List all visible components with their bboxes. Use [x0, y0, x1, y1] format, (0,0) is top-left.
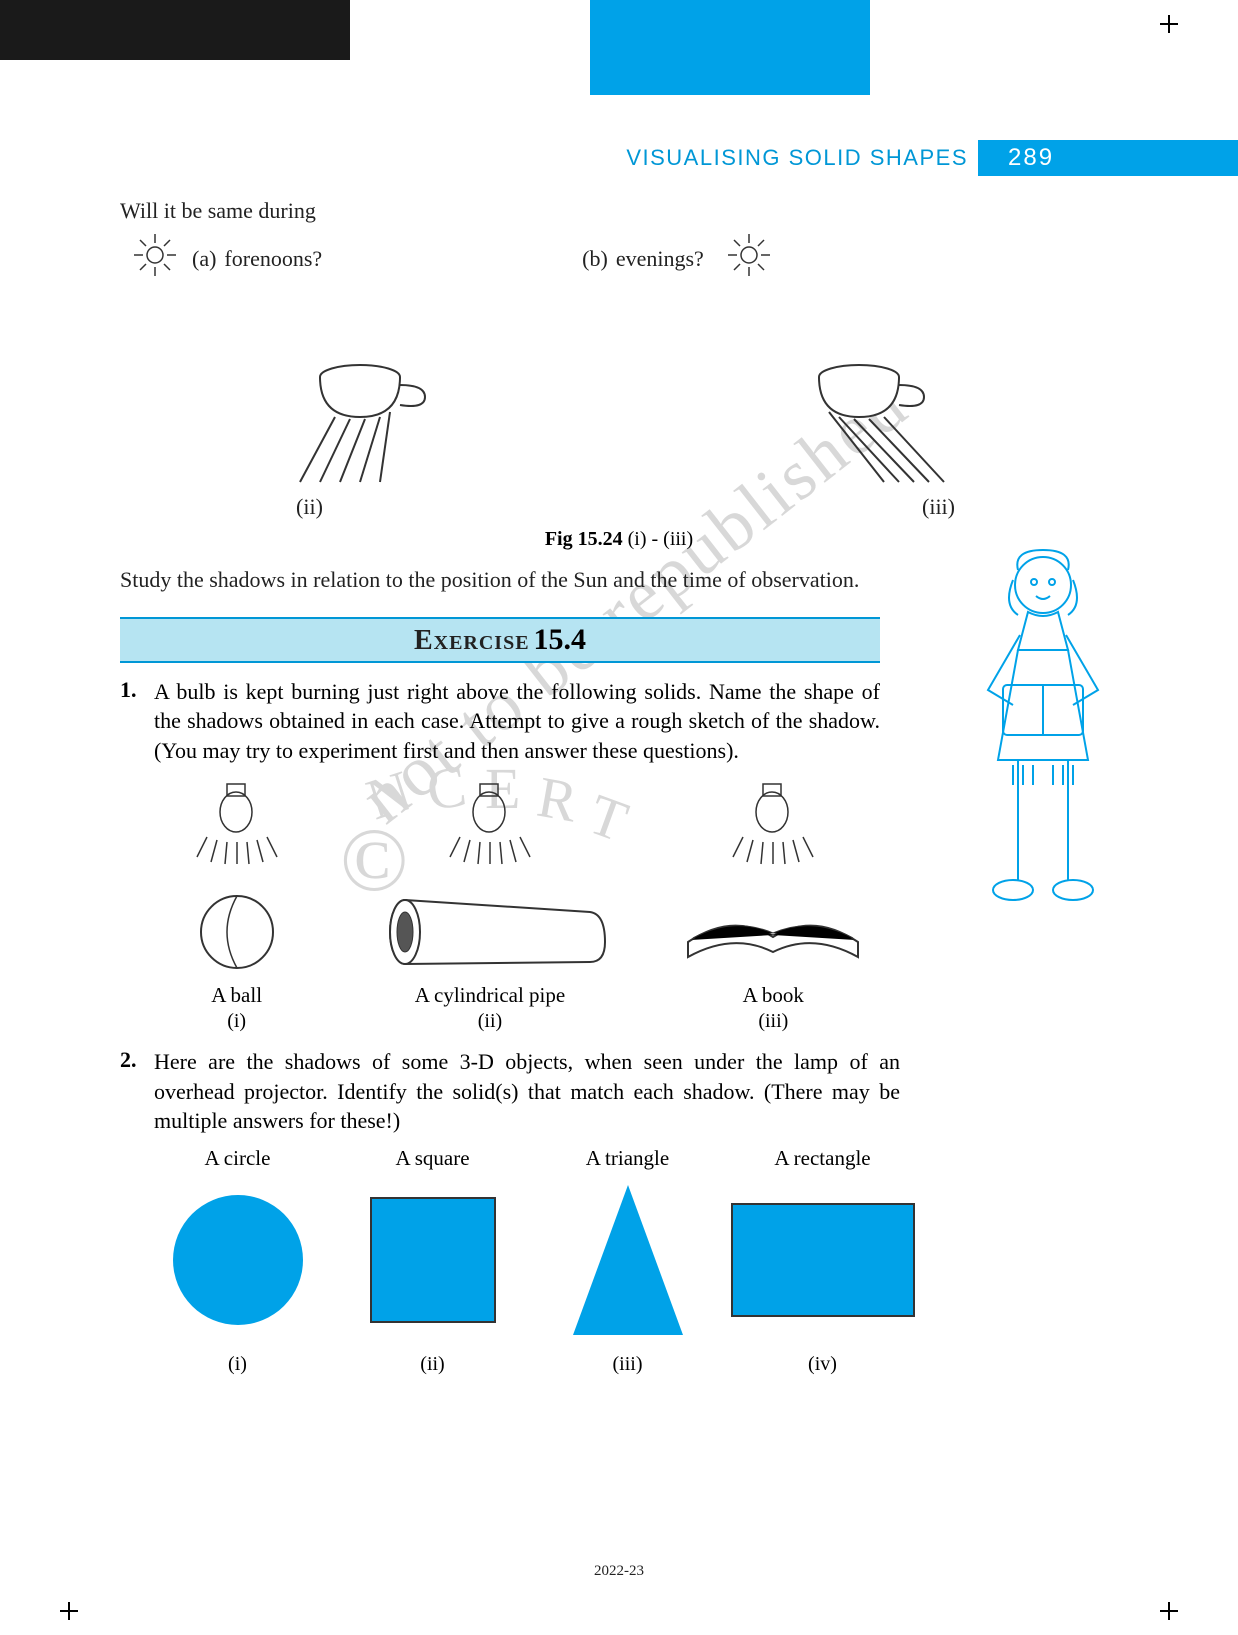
option-b-label: (b)	[582, 244, 608, 274]
cup-shadow-icon	[280, 347, 460, 487]
shape-circle-roman: (i)	[143, 1353, 333, 1376]
question-list: 1. A bulb is kept burning just right abo…	[120, 677, 880, 766]
question-2: 2. Here are the shadows of some 3-D obje…	[120, 1047, 900, 1136]
solid-pipe: A cylindrical pipe (ii)	[360, 782, 620, 1033]
exercise-number: 15.4	[534, 623, 587, 656]
intro-question: Will it be same during	[120, 196, 1118, 226]
bulb-book-icon	[673, 782, 873, 972]
solid-ball: A ball (i)	[167, 782, 307, 1033]
q1-number: 1.	[120, 677, 154, 766]
shape-circle-label: A circle	[143, 1146, 333, 1171]
sun-icon	[130, 230, 180, 288]
page-number: 289	[978, 140, 1238, 176]
triangle-icon	[533, 1185, 723, 1335]
top-bars	[0, 0, 1238, 110]
exercise-label: Exercise	[414, 625, 530, 656]
solid-book: A book (iii)	[673, 782, 873, 1033]
circle-icon	[143, 1185, 333, 1335]
shape-rectangle: A rectangle (iv)	[728, 1146, 918, 1376]
solid-ball-roman: (i)	[167, 1010, 307, 1033]
figure-row: (ii) (iii)	[120, 347, 1118, 522]
page-header: VISUALISING SOLID SHAPES 289	[0, 140, 1238, 176]
shape-triangle-roman: (iii)	[533, 1353, 723, 1376]
fig-caption-prefix: Fig 15.24	[545, 528, 623, 550]
shape-triangle-label: A triangle	[533, 1146, 723, 1171]
crop-mark-icon	[1160, 1602, 1178, 1620]
option-a-text: forenoons?	[224, 244, 322, 274]
solid-pipe-label: A cylindrical pipe	[360, 983, 620, 1008]
option-a-label: (a)	[192, 244, 216, 274]
solids-row: A ball (i) A cylindrical pipe (ii)	[140, 782, 900, 1033]
figure-iii: (iii)	[779, 347, 959, 522]
question-1: 1. A bulb is kept burning just right abo…	[120, 677, 880, 766]
solid-pipe-roman: (ii)	[360, 1010, 620, 1033]
rectangle-icon	[728, 1185, 918, 1335]
figure-ii-label: (ii)	[220, 492, 400, 522]
question-2-block: 2. Here are the shadows of some 3-D obje…	[120, 1047, 900, 1136]
exercise-heading-band: Exercise 15.4	[120, 617, 880, 663]
fig-caption-range: (i) - (iii)	[628, 528, 694, 550]
solid-ball-label: A ball	[167, 983, 307, 1008]
shape-square-label: A square	[338, 1146, 528, 1171]
bulb-ball-icon	[167, 782, 307, 972]
footer-year: 2022-23	[0, 1563, 1238, 1580]
shape-triangle: A triangle (iii)	[533, 1146, 723, 1376]
figure-iii-label: (iii)	[849, 492, 1029, 522]
crop-mark-icon	[60, 1602, 78, 1620]
shape-circle: A circle (i)	[143, 1146, 333, 1376]
top-black-bar	[0, 0, 350, 60]
bulb-cylinder-icon	[360, 782, 620, 972]
figure-ii: (ii)	[280, 347, 460, 522]
shapes-labels-row: A circle (i) A square (ii) A triangle (i…	[140, 1146, 920, 1376]
crop-mark-icon	[1160, 15, 1178, 33]
q2-text: Here are the shadows of some 3-D objects…	[154, 1047, 900, 1136]
page: VISUALISING SOLID SHAPES 289 © N C E R T…	[0, 0, 1238, 1635]
solid-book-roman: (iii)	[673, 1010, 873, 1033]
cup-shadow-icon	[779, 347, 959, 487]
top-cyan-bar	[590, 0, 870, 95]
intro-options-row: (a) forenoons? (b) evenings?	[120, 230, 1118, 288]
sun-icon	[724, 230, 774, 288]
shape-rectangle-label: A rectangle	[728, 1146, 918, 1171]
q2-number: 2.	[120, 1047, 154, 1136]
shape-square: A square (ii)	[338, 1146, 528, 1376]
shape-square-roman: (ii)	[338, 1353, 528, 1376]
q1-text: A bulb is kept burning just right above …	[154, 677, 880, 766]
square-icon	[338, 1185, 528, 1335]
solid-book-label: A book	[673, 983, 873, 1008]
shape-rectangle-roman: (iv)	[728, 1353, 918, 1376]
option-b-text: evenings?	[616, 244, 704, 274]
chapter-title: VISUALISING SOLID SHAPES	[626, 145, 968, 171]
girl-illustration-icon	[958, 540, 1128, 925]
